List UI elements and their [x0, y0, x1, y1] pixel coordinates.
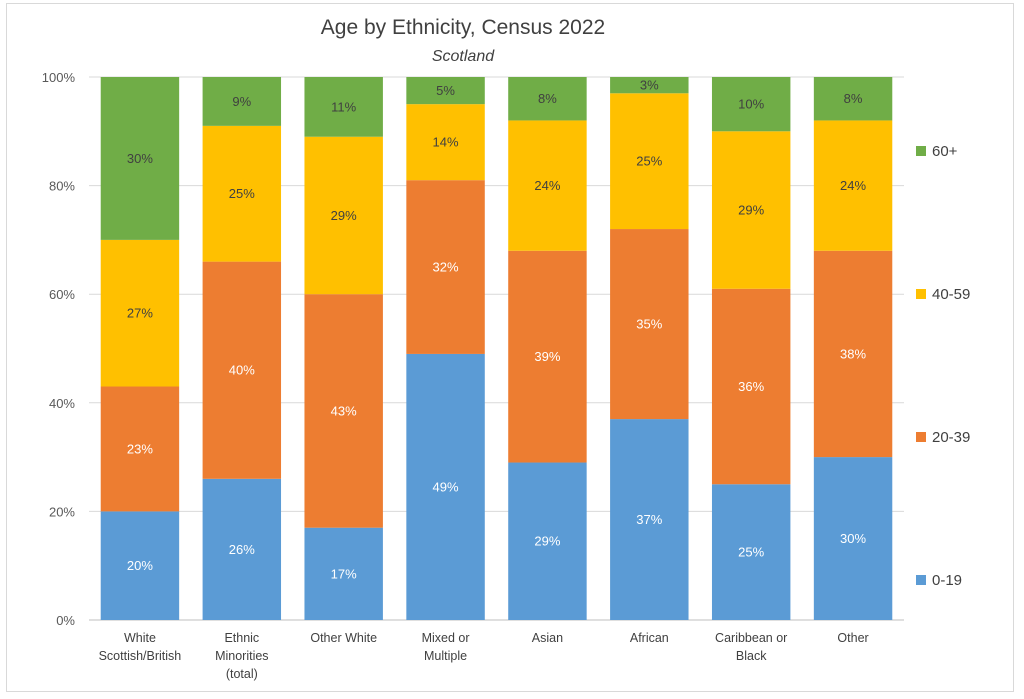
bar-segment-60+ — [813, 77, 893, 121]
data-label: 25% — [636, 154, 662, 169]
bar-segment-40-59 — [813, 120, 893, 251]
y-tick-label: 0% — [56, 613, 75, 628]
bar-segment-60+ — [610, 77, 689, 94]
bar-segment-60+ — [508, 77, 587, 121]
bar-segment-20-39 — [202, 261, 282, 479]
bar-segment-40-59 — [508, 120, 587, 251]
bar-segment-0-19 — [813, 457, 893, 620]
data-label: 25% — [229, 186, 255, 201]
bar-segment-40-59 — [610, 93, 689, 230]
data-label: 25% — [738, 545, 764, 560]
data-label: 24% — [840, 178, 866, 193]
data-label: 30% — [127, 151, 153, 166]
x-category-label: Other White — [310, 631, 377, 645]
bar-segment-0-19 — [406, 353, 485, 620]
data-label: 23% — [127, 441, 153, 456]
bar-segment-60+ — [202, 77, 282, 126]
bar-segment-20-39 — [711, 288, 791, 485]
legend-label: 0-19 — [932, 572, 962, 589]
x-category-label: African — [630, 631, 669, 645]
bars — [100, 77, 893, 620]
data-label: 39% — [534, 349, 560, 364]
x-category-label: Other — [837, 631, 868, 645]
data-label: 24% — [534, 178, 560, 193]
bar-segment-40-59 — [711, 131, 791, 289]
legend-swatch — [916, 575, 926, 585]
data-label: 36% — [738, 379, 764, 394]
data-label: 17% — [331, 566, 357, 581]
x-category-label: Asian — [532, 631, 563, 645]
chart-frame: Age by Ethnicity, Census 2022 Scotland 0… — [6, 3, 1014, 692]
bar-segment-0-19 — [100, 511, 180, 620]
bar-segment-60+ — [100, 77, 180, 240]
bar-segment-60+ — [711, 77, 791, 132]
data-label: 5% — [436, 83, 455, 98]
data-label: 8% — [538, 91, 557, 106]
y-tick-label: 20% — [49, 504, 75, 519]
data-label: 40% — [229, 363, 255, 378]
bar-segment-20-39 — [508, 250, 587, 463]
data-label: 27% — [127, 306, 153, 321]
y-tick-label: 40% — [49, 396, 75, 411]
data-label: 32% — [433, 259, 459, 274]
y-tick-label: 60% — [49, 287, 75, 302]
data-label: 9% — [232, 94, 251, 109]
bar-segment-0-19 — [508, 462, 587, 620]
legend-swatch — [916, 432, 926, 442]
data-label: 37% — [636, 512, 662, 527]
bar-segment-60+ — [406, 77, 485, 105]
bar-segment-40-59 — [304, 136, 383, 295]
bar-segment-0-19 — [304, 527, 383, 620]
bar-segment-40-59 — [406, 104, 485, 181]
legend-label: 60+ — [932, 143, 958, 160]
y-axis-ticks: 0% 20% 40% 60% 80% 100% — [42, 70, 76, 628]
data-label: 38% — [840, 346, 866, 361]
bar-segment-20-39 — [610, 229, 689, 420]
legend: 60+ 40-59 20-39 0-19 — [916, 143, 970, 589]
data-label: 49% — [433, 479, 459, 494]
data-label: 29% — [738, 202, 764, 217]
y-tick-label: 80% — [49, 179, 75, 194]
bar-segment-0-19 — [610, 419, 689, 620]
data-label: 26% — [229, 542, 255, 557]
bar-segment-0-19 — [202, 478, 282, 620]
data-label: 29% — [534, 534, 560, 549]
legend-swatch — [916, 289, 926, 299]
x-axis-categories: White Scottish/British Ethnic Minorities (to… — [99, 631, 869, 681]
data-label: 3% — [640, 78, 659, 93]
bar-segment-20-39 — [406, 180, 485, 354]
data-label: 30% — [840, 531, 866, 546]
data-label: 43% — [331, 403, 357, 418]
legend-label: 20-39 — [932, 429, 970, 446]
x-category-label: White Scottish/British — [99, 631, 182, 663]
data-label: 14% — [433, 135, 459, 150]
x-category-label: Ethnic Minorities (total) — [215, 631, 269, 681]
legend-label: 40-59 — [932, 286, 970, 303]
data-label: 35% — [636, 317, 662, 332]
x-category-label: Mixed or Multiple — [422, 631, 470, 663]
legend-swatch — [916, 146, 926, 156]
bar-segment-60+ — [304, 77, 383, 137]
chart-title: Age by Ethnicity, Census 2022 — [321, 16, 605, 39]
x-category-label: Caribbean or Black — [715, 631, 787, 663]
bar-segment-40-59 — [202, 125, 282, 262]
bar-segment-40-59 — [100, 239, 180, 387]
data-label: 10% — [738, 97, 764, 112]
chart-canvas: Age by Ethnicity, Census 2022 Scotland 0… — [42, 16, 971, 681]
chart-subtitle: Scotland — [432, 48, 495, 65]
bar-segment-20-39 — [100, 386, 180, 512]
data-label: 8% — [844, 91, 863, 106]
bar-segment-20-39 — [813, 250, 893, 458]
data-label: 29% — [331, 208, 357, 223]
bar-segment-0-19 — [711, 484, 791, 620]
data-label: 20% — [127, 558, 153, 573]
data-labels: 20% 23% 27% 30% 26% 40% 25% 9% 17% 43% 29% 11% 49% 32… — [127, 78, 867, 582]
bar-segment-20-39 — [304, 294, 383, 528]
y-tick-label: 100% — [42, 70, 76, 85]
data-label: 11% — [331, 99, 356, 114]
